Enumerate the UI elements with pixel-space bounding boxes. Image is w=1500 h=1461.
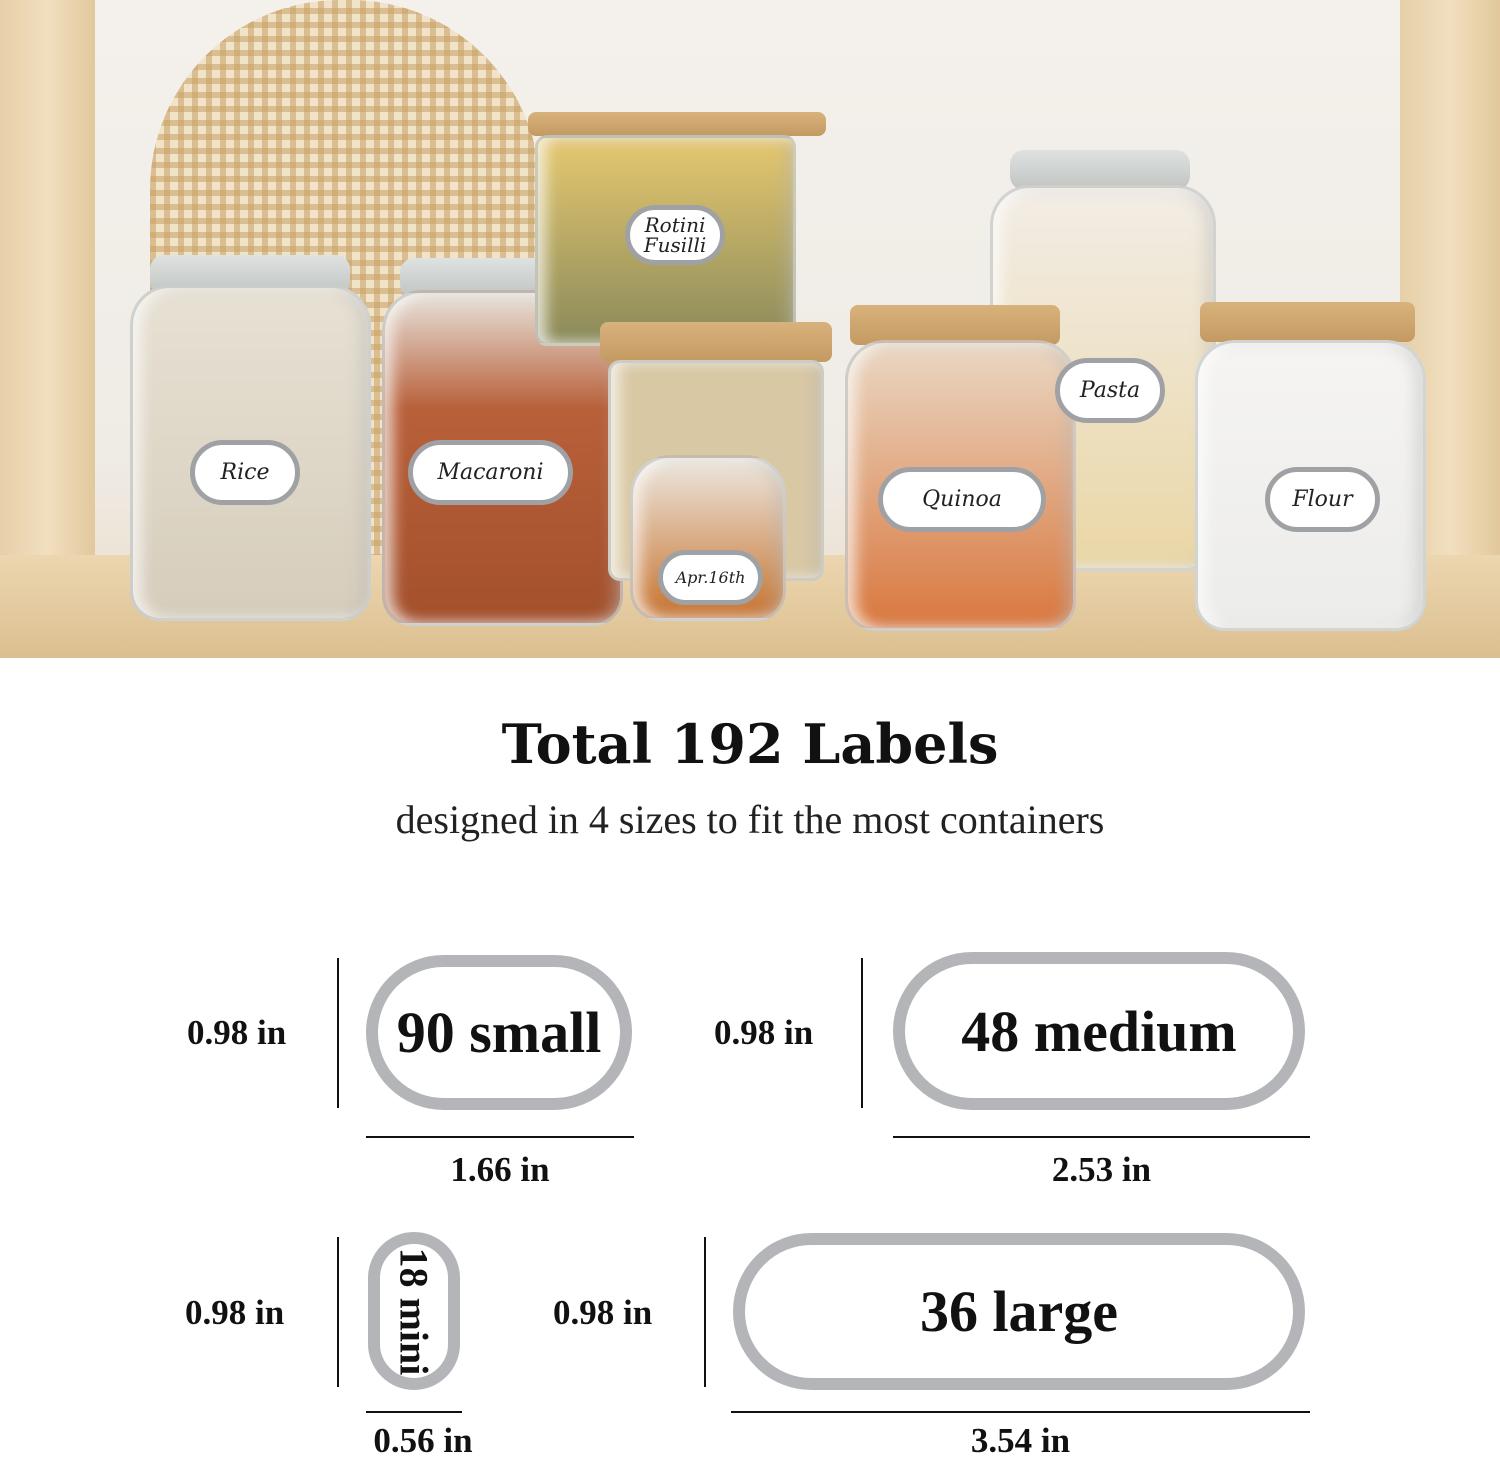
large-label-shape: 36 large bbox=[733, 1233, 1305, 1390]
medium-width-label: 2.53 in bbox=[1051, 1150, 1152, 1189]
small-label-shape: 90 small bbox=[366, 955, 632, 1110]
medium-height-label: 0.98 in bbox=[714, 1013, 814, 1052]
bamboo-lid bbox=[1200, 302, 1415, 342]
height-dimension-line bbox=[337, 958, 339, 1108]
height-dimension-line bbox=[861, 958, 863, 1108]
height-dimension-line bbox=[337, 1237, 339, 1387]
small-height-label: 0.98 in bbox=[187, 1013, 287, 1052]
shelf-post bbox=[0, 0, 95, 658]
height-dimension-line bbox=[704, 1237, 706, 1387]
small-width-label: 1.66 in bbox=[450, 1150, 550, 1189]
width-dimension-line bbox=[366, 1136, 634, 1138]
width-dimension-line bbox=[893, 1136, 1310, 1138]
small-label-count: 90 small bbox=[396, 1000, 602, 1065]
bamboo-lid bbox=[600, 322, 832, 362]
jar-label-flour: Flour bbox=[1265, 467, 1380, 532]
jar-label-pasta: Pasta bbox=[1055, 358, 1165, 423]
width-dimension-line bbox=[366, 1411, 462, 1413]
large-width-label: 3.54 in bbox=[970, 1421, 1071, 1460]
jar-label-macaroni: Macaroni bbox=[408, 440, 573, 505]
medium-label-count: 48 medium bbox=[961, 998, 1237, 1064]
subheadline: designed in 4 sizes to fit the most cont… bbox=[395, 797, 1105, 842]
mini-label-count: 18 mini bbox=[391, 1247, 437, 1375]
headline: Total 192 Labels bbox=[501, 712, 999, 776]
mini-height-label: 0.98 in bbox=[185, 1293, 285, 1332]
bamboo-lid bbox=[528, 112, 826, 136]
product-photo: Rice Macaroni Rotini Fusilli Apr.16th Qu… bbox=[0, 0, 1500, 658]
jar-lid bbox=[1010, 150, 1190, 190]
jar-label-date: Apr.16th bbox=[658, 550, 763, 605]
jar-label-quinoa: Quinoa bbox=[878, 467, 1046, 532]
mini-width-label: 0.56 in bbox=[373, 1421, 473, 1460]
jar-label-rotini-fusilli: Rotini Fusilli bbox=[625, 205, 725, 265]
bamboo-lid bbox=[850, 305, 1060, 345]
medium-label-shape: 48 medium bbox=[893, 952, 1305, 1110]
mini-label-shape: 18 mini bbox=[368, 1232, 460, 1390]
large-label-count: 36 large bbox=[919, 1279, 1119, 1344]
jar-label-rice: Rice bbox=[190, 440, 300, 505]
large-height-label: 0.98 in bbox=[553, 1293, 653, 1332]
width-dimension-line bbox=[731, 1411, 1310, 1413]
